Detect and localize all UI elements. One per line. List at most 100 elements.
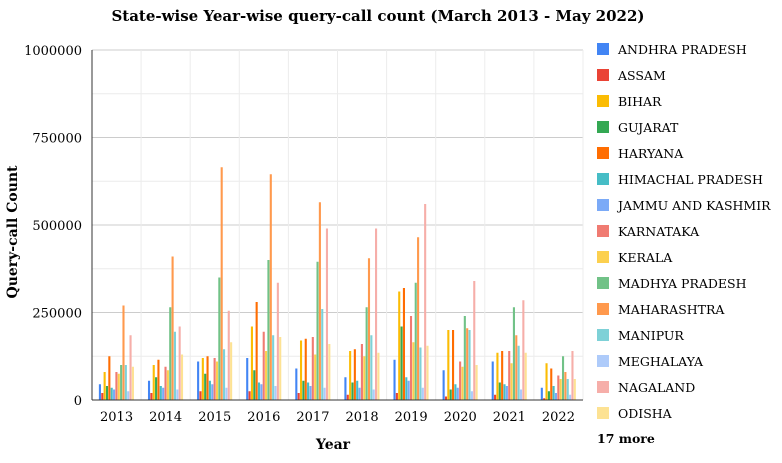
bar[interactable] [162,387,165,400]
bar[interactable] [201,358,204,400]
bar[interactable] [370,335,373,400]
bar[interactable] [463,316,466,400]
bar[interactable] [105,386,109,400]
bar[interactable] [417,237,420,400]
bar[interactable] [496,352,499,400]
legend-item[interactable]: JAMMU AND KASHMIR [597,198,771,213]
bar[interactable] [449,389,452,401]
bar[interactable] [204,373,207,400]
bar[interactable] [213,358,216,400]
bar[interactable] [363,356,366,400]
bar[interactable] [250,326,253,401]
bar[interactable] [426,345,429,400]
bar[interactable] [206,356,209,400]
bar[interactable] [171,256,174,401]
bar[interactable] [501,351,504,400]
bar[interactable] [524,352,527,400]
bar[interactable] [444,396,448,401]
bar[interactable] [402,288,406,400]
bar[interactable] [157,359,160,400]
bar[interactable] [517,345,520,400]
bar[interactable] [199,391,202,400]
bar[interactable] [405,377,408,400]
bar[interactable] [353,349,356,400]
bar[interactable] [358,387,361,400]
bar[interactable] [131,366,134,400]
bar[interactable] [227,310,230,400]
bar[interactable] [473,281,476,400]
bar[interactable] [367,258,371,400]
bar[interactable] [456,387,459,400]
bar[interactable] [442,370,445,400]
bar[interactable] [414,282,417,400]
bar[interactable] [323,387,326,400]
bar[interactable] [395,393,398,400]
bar[interactable] [552,386,555,400]
bar[interactable] [222,349,226,400]
legend-item[interactable]: BIHAR [597,94,662,109]
bar[interactable] [554,393,558,400]
bar[interactable] [512,307,515,400]
bar[interactable] [101,393,104,400]
bar[interactable] [173,331,176,400]
bar[interactable] [122,305,125,401]
bar[interactable] [510,363,513,400]
bar[interactable] [115,372,118,400]
legend-item[interactable]: MAHARASHTRA [597,302,725,317]
bar[interactable] [274,386,277,400]
bar[interactable] [360,344,363,400]
bar[interactable] [117,373,120,400]
legend-item[interactable]: MEGHALAYA [597,354,704,369]
bar[interactable] [503,384,506,400]
bar[interactable] [566,379,569,400]
legend-item[interactable]: KERALA [597,250,673,265]
bar[interactable] [564,372,567,400]
bar[interactable] [419,347,422,401]
bar[interactable] [311,337,314,400]
bar[interactable] [452,330,455,400]
bar[interactable] [569,394,572,400]
bar[interactable] [328,344,331,400]
bar[interactable] [351,382,354,401]
bar[interactable] [447,330,450,400]
bar[interactable] [505,386,508,400]
bar[interactable] [307,382,310,401]
bar[interactable] [346,394,349,400]
bar[interactable] [543,398,546,400]
bar[interactable] [356,380,359,400]
legend-item[interactable]: KARNATAKA [597,224,700,239]
bar[interactable] [230,342,233,400]
bar[interactable] [547,391,550,400]
bar[interactable] [276,282,279,400]
bar[interactable] [265,351,268,400]
bar[interactable] [180,354,184,401]
bar[interactable] [454,384,457,400]
bar[interactable] [519,389,523,401]
bar[interactable] [491,361,494,401]
bar[interactable] [166,370,169,400]
bar[interactable] [365,307,368,400]
bar[interactable] [220,167,223,400]
legend-item[interactable]: ASSAM [597,68,666,83]
bar[interactable] [297,393,300,400]
bar[interactable] [159,386,162,400]
bar[interactable] [197,361,200,401]
bar[interactable] [211,384,214,400]
bar[interactable] [248,391,251,400]
bar[interactable] [559,379,562,400]
bar[interactable] [108,356,111,400]
bar[interactable] [325,228,329,401]
legend-item[interactable]: HARYANA [597,146,684,161]
bar[interactable] [459,361,462,401]
bar[interactable] [246,358,249,400]
bar[interactable] [309,386,312,400]
bar[interactable] [304,338,307,400]
bar[interactable] [522,300,525,400]
bar[interactable] [164,366,167,400]
bar[interactable] [176,389,179,401]
bar[interactable] [545,363,548,400]
bar[interactable] [262,331,265,400]
bar[interactable] [316,261,319,400]
bar[interactable] [155,377,158,400]
bar[interactable] [557,375,560,401]
